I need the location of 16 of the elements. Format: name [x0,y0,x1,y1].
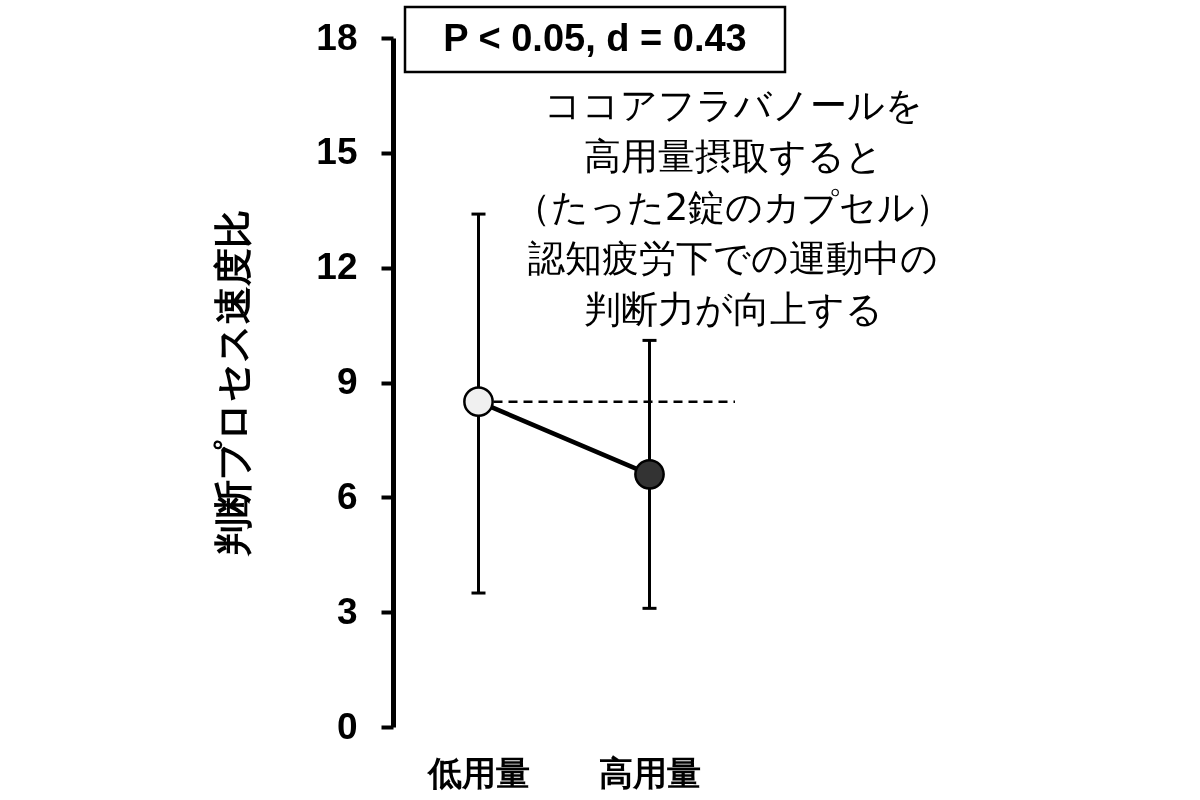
annotation: 判断力が向上する [583,288,883,331]
y-tick-label: 6 [336,475,358,517]
y-axis-title: 判断プロセス速度比 [211,210,256,557]
annotation: 認知疲労下での運動中の [528,237,938,280]
annotation: ココアフラバノールを [543,84,923,127]
y-tick-label: 3 [336,590,358,632]
y-tick-label: 18 [316,16,358,58]
x-tick-label: 低用量 [426,752,530,793]
y-tick-label: 15 [316,131,358,173]
annotation: （たった2錠のカプセル） [513,186,953,229]
y-tick-label: 12 [316,246,358,288]
x-tick-label: 高用量 [599,752,701,793]
annotation: P < 0.05, d = 0.43 [443,17,747,59]
annotation: 高用量摂取すると [583,135,883,178]
y-tick-label: 9 [336,361,358,402]
y-tick-label: 0 [336,705,358,747]
